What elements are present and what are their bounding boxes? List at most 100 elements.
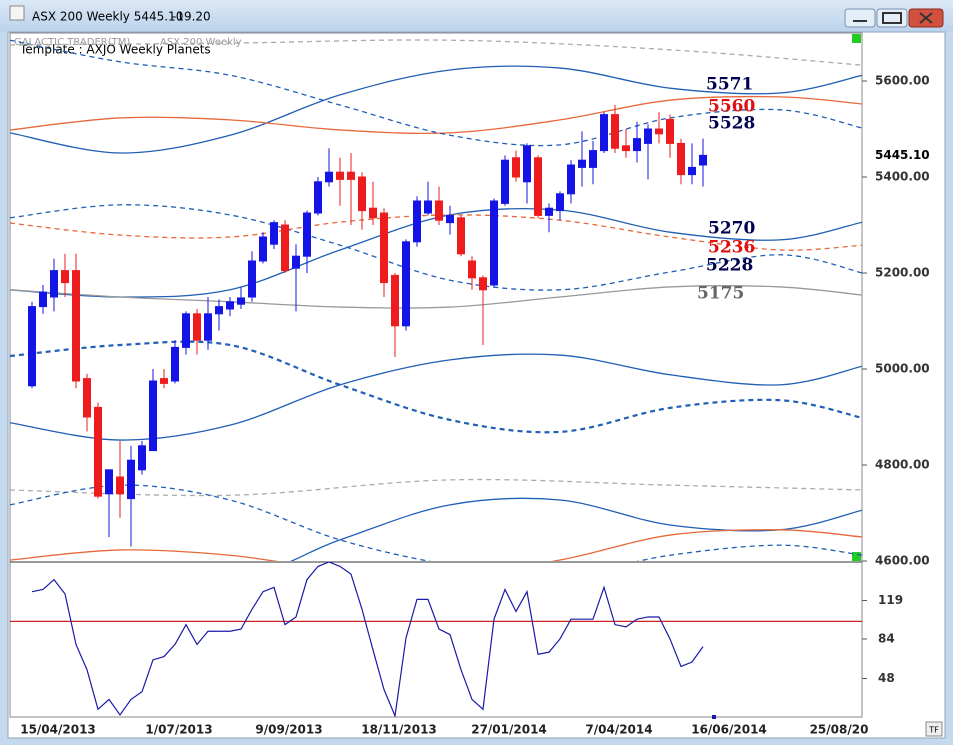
candle-body <box>193 313 201 341</box>
candle-body <box>380 212 388 284</box>
candle-body <box>138 445 146 471</box>
x-tick-label: 1/07/2013 <box>145 723 212 737</box>
candle-body <box>402 241 410 327</box>
candle-body <box>468 260 476 279</box>
candle-body <box>127 459 135 500</box>
candle-body <box>149 380 157 452</box>
candle-body <box>303 212 311 257</box>
planet-line <box>10 39 862 147</box>
candle-body <box>94 406 102 497</box>
candle-body <box>160 378 168 384</box>
x-tick-label: 9/09/2013 <box>255 723 322 737</box>
candle-body <box>281 224 289 272</box>
candle-body <box>666 118 674 144</box>
y-tick-label: 119 <box>878 593 903 607</box>
last-price-label: 5445.10 <box>875 148 930 162</box>
candle-body <box>171 346 179 382</box>
cursor-marker <box>712 715 716 719</box>
window-change: -19.20 <box>172 10 211 24</box>
candle-body <box>270 222 278 245</box>
candle-body <box>215 306 223 315</box>
candle-body <box>391 274 399 327</box>
level-label: 5571 <box>706 75 753 95</box>
candle-body <box>677 142 685 176</box>
window-title: ASX 200 Weekly 5445.10 <box>32 10 183 24</box>
candle-body <box>39 291 47 308</box>
indicator-line <box>31 562 704 717</box>
candle-body <box>259 236 267 262</box>
y-tick-label: 5600.00 <box>875 74 930 88</box>
candle-body <box>61 270 69 284</box>
maximize-button[interactable] <box>876 8 908 28</box>
candle-body <box>248 260 256 298</box>
candle-body <box>314 181 322 214</box>
candle-body <box>644 128 652 144</box>
y-tick-label: 84 <box>878 631 895 645</box>
x-tick-label: 27/01/2014 <box>471 723 547 737</box>
marker <box>852 552 861 561</box>
candle-body <box>435 200 443 221</box>
candle-body <box>479 277 487 291</box>
candle-body <box>83 378 91 418</box>
candle-body <box>116 476 124 495</box>
candle-body <box>622 145 630 152</box>
planet-line <box>10 478 862 497</box>
title-bar <box>0 0 953 32</box>
candle-body <box>688 166 696 176</box>
x-tick-label: 15/04/2013 <box>20 723 96 737</box>
template-label: Template : AXJO Weekly Planets <box>19 43 211 57</box>
main-plot <box>10 39 862 561</box>
candle-body <box>28 306 36 387</box>
candle-body <box>545 207 553 216</box>
candle-body <box>457 217 465 255</box>
candle-body <box>589 150 597 168</box>
product-label: GALACTIC TRADER(TM) <box>14 37 130 48</box>
candle-body <box>72 270 80 382</box>
candle-body <box>182 313 190 348</box>
planet-line <box>290 497 862 561</box>
candle-body <box>699 154 707 166</box>
level-label: 5528 <box>708 114 755 134</box>
candle-body <box>655 128 663 135</box>
candle-body <box>633 138 641 152</box>
candle-body <box>336 171 344 180</box>
candle-body <box>204 313 212 341</box>
y-tick-label: 5000.00 <box>875 362 930 376</box>
x-tick-label: 7/04/2014 <box>585 723 652 737</box>
planet-line <box>10 39 862 66</box>
planet-line <box>10 285 862 309</box>
x-tick-label: 16/06/2014 <box>691 723 767 737</box>
candle-body <box>611 114 619 149</box>
tf-label[interactable]: TF <box>928 726 939 735</box>
y-tick-label: 5200.00 <box>875 266 930 280</box>
candle-body <box>369 207 377 219</box>
window-button-icons <box>853 12 933 24</box>
candle-body <box>50 270 58 298</box>
candle-body <box>347 171 355 180</box>
candle-body <box>512 157 520 178</box>
level-label: 5175 <box>697 284 744 304</box>
candle-body <box>424 200 432 214</box>
candle-body <box>490 200 498 286</box>
planet-line <box>10 65 862 154</box>
candle-body <box>226 301 234 310</box>
y-tick-label: 48 <box>878 671 895 685</box>
level-label: 5236 <box>708 238 755 258</box>
candle-body <box>446 214 454 224</box>
candle-body <box>292 255 300 269</box>
planet-line <box>10 529 862 561</box>
candle-body <box>501 159 509 204</box>
marker <box>852 34 861 43</box>
planet-line <box>10 204 862 291</box>
candle-body <box>358 176 366 212</box>
minimize-button[interactable] <box>844 8 876 28</box>
level-label: 5228 <box>706 256 753 276</box>
candle-body <box>556 193 564 212</box>
plot-border <box>9 32 863 718</box>
candle-body <box>567 164 575 195</box>
indicator-plot <box>10 562 862 717</box>
window-icon <box>9 5 25 21</box>
tf-button[interactable] <box>925 721 943 737</box>
